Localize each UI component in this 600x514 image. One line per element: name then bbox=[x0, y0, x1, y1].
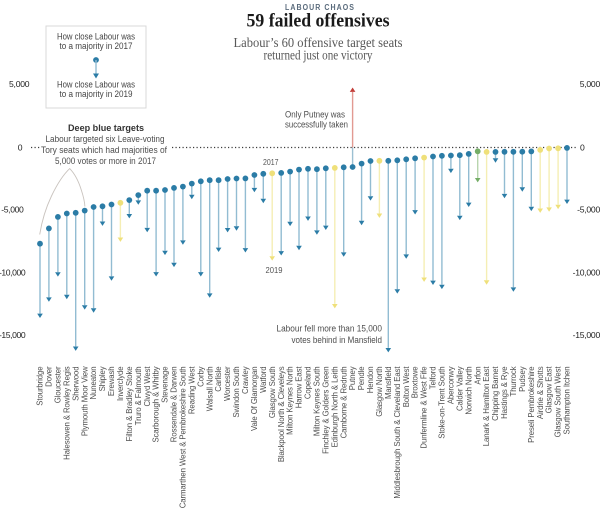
svg-text:Middlesbrough South & Clevelan: Middlesbrough South & Cleveland East bbox=[393, 366, 402, 499]
svg-text:Putney: Putney bbox=[348, 366, 357, 390]
svg-text:Thurrock: Thurrock bbox=[509, 366, 518, 396]
svg-text:How close Labour was: How close Labour was bbox=[57, 32, 136, 42]
svg-text:Gloucester: Gloucester bbox=[54, 366, 63, 403]
svg-text:Southampton Itchen: Southampton Itchen bbox=[563, 367, 572, 435]
svg-text:Stevenage: Stevenage bbox=[161, 367, 170, 403]
svg-text:Preseli Pembrokeshire: Preseli Pembrokeshire bbox=[527, 367, 536, 443]
svg-text:Inverclyde: Inverclyde bbox=[116, 367, 125, 402]
svg-text:Calder Valley: Calder Valley bbox=[455, 366, 464, 411]
svg-text:-10,000: -10,000 bbox=[0, 267, 26, 277]
svg-text:-5,000: -5,000 bbox=[577, 205, 600, 215]
svg-text:Blackpool North & Cleveleys: Blackpool North & Cleveleys bbox=[277, 366, 286, 462]
svg-text:2017: 2017 bbox=[263, 157, 279, 167]
svg-text:Halesowen & Rowley Regis: Halesowen & Rowley Regis bbox=[62, 366, 71, 460]
svg-text:0: 0 bbox=[18, 142, 23, 152]
svg-text:Rossendale & Darwen: Rossendale & Darwen bbox=[170, 367, 179, 443]
svg-text:Chipping Barnet: Chipping Barnet bbox=[491, 366, 500, 421]
svg-text:Dover: Dover bbox=[45, 366, 54, 387]
svg-text:5,000: 5,000 bbox=[9, 79, 30, 89]
svg-text:Mansfield: Mansfield bbox=[384, 367, 393, 399]
svg-text:Only Putney was: Only Putney was bbox=[285, 110, 345, 120]
svg-text:Dunfermline & West Fife: Dunfermline & West Fife bbox=[420, 367, 429, 449]
svg-text:Telford: Telford bbox=[429, 367, 438, 390]
svg-text:Vale Of Glamorgan: Vale Of Glamorgan bbox=[250, 367, 259, 431]
svg-text:Swindon South: Swindon South bbox=[232, 367, 241, 418]
svg-text:Corby: Corby bbox=[196, 366, 205, 386]
svg-text:Clwyd West: Clwyd West bbox=[143, 366, 152, 407]
svg-text:How close Labour was: How close Labour was bbox=[57, 79, 136, 89]
svg-text:Watford: Watford bbox=[259, 367, 268, 393]
svg-text:to a majority in 2017: to a majority in 2017 bbox=[60, 41, 133, 51]
svg-text:Deep blue targets: Deep blue targets bbox=[68, 123, 144, 133]
svg-text:Milton Keynes South: Milton Keynes South bbox=[313, 367, 322, 437]
svg-text:Filton & Bradley Stoke: Filton & Bradley Stoke bbox=[125, 367, 134, 442]
svg-text:Glasgow North: Glasgow North bbox=[375, 367, 384, 417]
svg-text:Edinburgh North & Leith: Edinburgh North & Leith bbox=[330, 367, 339, 448]
svg-text:Arfon: Arfon bbox=[473, 367, 482, 385]
svg-text:Glasgow South: Glasgow South bbox=[268, 367, 277, 419]
svg-text:Labour fell more than 15,000: Labour fell more than 15,000 bbox=[277, 324, 383, 334]
svg-text:Labour targeted six Leave-voti: Labour targeted six Leave-voting bbox=[46, 134, 165, 144]
svg-text:Nuneaton: Nuneaton bbox=[89, 367, 98, 400]
svg-text:Norwich North: Norwich North bbox=[464, 367, 473, 415]
svg-text:Shipley: Shipley bbox=[98, 366, 107, 391]
svg-text:Milton Keynes North: Milton Keynes North bbox=[286, 367, 295, 435]
svg-text:Copeland: Copeland bbox=[304, 367, 313, 400]
svg-text:Glasgow South West: Glasgow South West bbox=[554, 366, 563, 438]
svg-text:-15,000: -15,000 bbox=[0, 330, 26, 340]
svg-text:Stoke-on-Trent South: Stoke-on-Trent South bbox=[438, 367, 447, 439]
svg-text:Hendon: Hendon bbox=[366, 367, 375, 394]
svg-text:Pendle: Pendle bbox=[357, 367, 366, 391]
svg-text:Broxtowe: Broxtowe bbox=[411, 367, 420, 399]
svg-text:Erewash: Erewash bbox=[107, 367, 116, 397]
svg-text:Carmarthen West & Pembrokeshir: Carmarthen West & Pembrokeshire South bbox=[179, 367, 188, 509]
svg-text:Stourbridge: Stourbridge bbox=[36, 367, 45, 406]
svg-text:Labour’s 60 offensive target s: Labour’s 60 offensive target seats bbox=[234, 35, 403, 50]
svg-text:5,000 votes or more in 2017: 5,000 votes or more in 2017 bbox=[55, 156, 156, 166]
svg-text:0: 0 bbox=[580, 142, 585, 152]
svg-text:Camborne & Redruth: Camborne & Redruth bbox=[339, 367, 348, 439]
svg-text:2019: 2019 bbox=[266, 265, 283, 275]
svg-text:returned just one victory: returned just one victory bbox=[264, 48, 373, 63]
svg-text:Plymouth Moor View: Plymouth Moor View bbox=[80, 366, 89, 436]
svg-text:Worcester: Worcester bbox=[223, 366, 232, 401]
svg-text:Scarborough & Whitby: Scarborough & Whitby bbox=[152, 366, 161, 442]
svg-text:Lanark & Hamilton East: Lanark & Hamilton East bbox=[482, 366, 491, 447]
svg-text:Walsall North: Walsall North bbox=[205, 367, 214, 412]
svg-text:Sherwood: Sherwood bbox=[71, 367, 80, 401]
svg-text:5,000: 5,000 bbox=[580, 79, 600, 89]
svg-text:votes behind in Mansfield: votes behind in Mansfield bbox=[292, 335, 383, 345]
svg-text:-5,000: -5,000 bbox=[1, 205, 24, 215]
svg-text:successfully taken: successfully taken bbox=[285, 119, 348, 129]
svg-text:Pudsey: Pudsey bbox=[518, 366, 527, 392]
svg-text:Tory seats which had majoritie: Tory seats which had majorities of bbox=[41, 145, 167, 155]
svg-text:Truro & Falmouth: Truro & Falmouth bbox=[134, 367, 143, 426]
svg-text:Reading West: Reading West bbox=[187, 366, 196, 415]
svg-text:-10,000: -10,000 bbox=[573, 267, 600, 277]
svg-text:Carlisle: Carlisle bbox=[214, 367, 223, 392]
svg-text:Bolton West: Bolton West bbox=[402, 366, 411, 408]
svg-text:-15,000: -15,000 bbox=[573, 330, 600, 340]
svg-text:to a majority in 2019: to a majority in 2019 bbox=[60, 89, 133, 99]
svg-text:Hastings & Rye: Hastings & Rye bbox=[500, 367, 509, 419]
svg-text:Harrow East: Harrow East bbox=[295, 366, 304, 409]
svg-text:Aberconwy: Aberconwy bbox=[447, 366, 456, 404]
svg-text:Glasgow East: Glasgow East bbox=[545, 366, 554, 414]
svg-text:Finchley & Golders Green: Finchley & Golders Green bbox=[321, 367, 330, 454]
svg-text:LABOUR CHAOS: LABOUR CHAOS bbox=[285, 3, 355, 12]
svg-text:Airdrie & Shotts: Airdrie & Shotts bbox=[536, 366, 545, 419]
svg-text:Crawley: Crawley bbox=[241, 366, 250, 394]
svg-text:59 failed offensives: 59 failed offensives bbox=[247, 11, 390, 32]
